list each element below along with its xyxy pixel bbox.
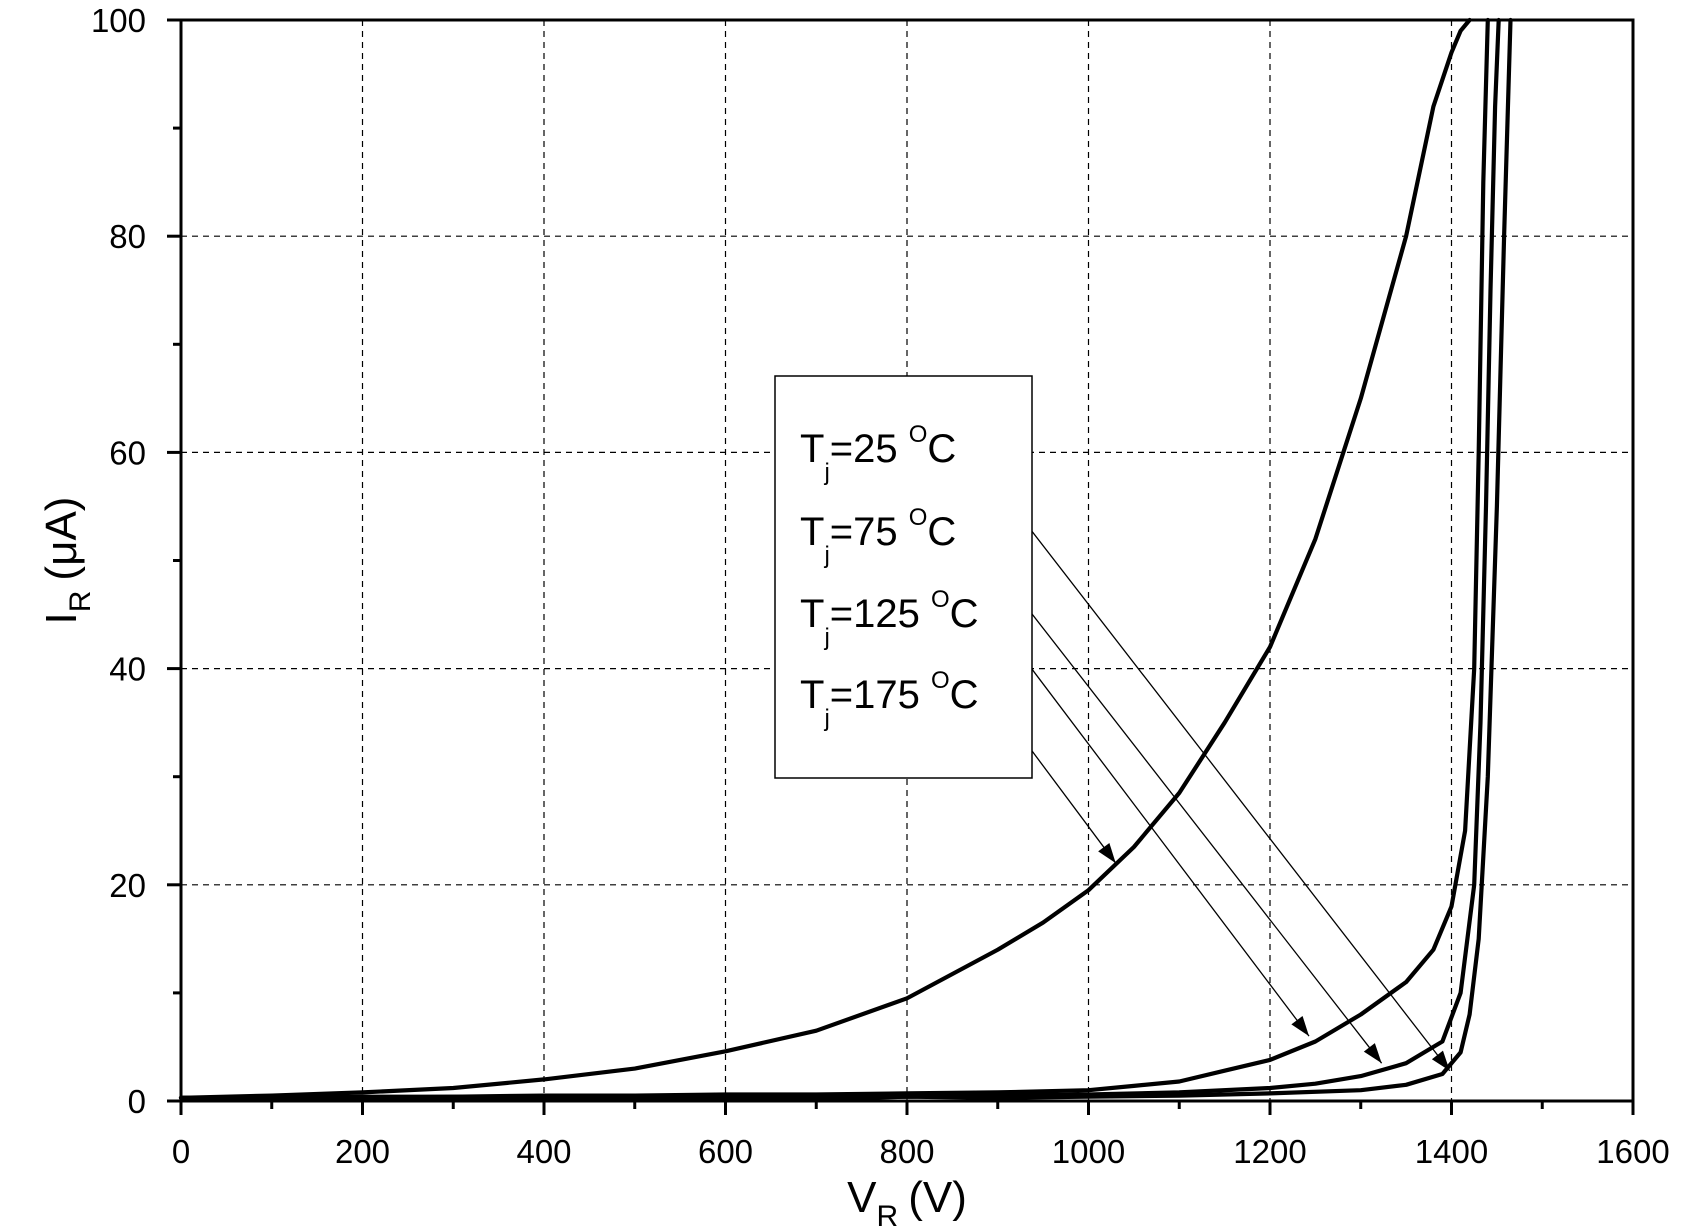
x-axis-title-sub: R bbox=[877, 1200, 899, 1230]
x-tick-label-0: 0 bbox=[172, 1133, 190, 1170]
legend-entry-deg: O bbox=[931, 586, 950, 613]
y-axis-title-sub: R bbox=[64, 591, 97, 613]
legend-entry-sub: j bbox=[823, 542, 829, 569]
legend-arrows bbox=[963, 443, 1451, 1072]
legend-entry-1: Tj=75 OC bbox=[800, 504, 956, 569]
legend-arrow-line-1 bbox=[963, 526, 1383, 1064]
legend-entry-unit: C bbox=[927, 427, 956, 471]
tick-labels: 0 200 400 600 800 1000 1200 1400 1600 0 20 40 60 80 10… bbox=[91, 2, 1670, 1170]
y-tick-label-20: 20 bbox=[109, 867, 146, 904]
y-axis-title-main: I bbox=[37, 612, 86, 624]
y-tick-label-0: 0 bbox=[128, 1083, 146, 1120]
legend-entry-value: =175 bbox=[830, 673, 931, 717]
y-tick-label-80: 80 bbox=[109, 218, 146, 255]
series-line-3 bbox=[178, 17, 1472, 1100]
x-tick-label-1000: 1000 bbox=[1052, 1133, 1125, 1170]
legend-entry-deg: O bbox=[909, 421, 928, 448]
x-axis-title-unit: (V) bbox=[908, 1173, 967, 1222]
y-axis-title: IR (μA) bbox=[37, 497, 97, 625]
legend-entry-value: =125 bbox=[830, 592, 931, 636]
legend-entry-sub: j bbox=[823, 459, 829, 486]
legend-entry-3: Tj=175 OC bbox=[800, 667, 979, 732]
legend-box bbox=[774, 375, 1033, 779]
legend-entry-sub: j bbox=[823, 705, 829, 732]
legend-entry-main: T bbox=[800, 427, 824, 471]
legend-entry-sub: j bbox=[823, 624, 829, 651]
legend-arrow-head-2 bbox=[1291, 1015, 1310, 1037]
legend-entry-value: =75 bbox=[830, 510, 909, 554]
legend-entry-unit: C bbox=[927, 510, 956, 554]
legend-entry-main: T bbox=[800, 592, 824, 636]
x-tick-label-200: 200 bbox=[335, 1133, 390, 1170]
x-tick-label-400: 400 bbox=[516, 1133, 571, 1170]
legend-entry-unit: C bbox=[950, 592, 979, 636]
legend-entry-value: =25 bbox=[830, 427, 909, 471]
y-tick-label-60: 60 bbox=[109, 434, 146, 471]
x-tick-label-800: 800 bbox=[879, 1133, 934, 1170]
legend-arrow-line-2 bbox=[986, 608, 1310, 1037]
x-tick-label-600: 600 bbox=[698, 1133, 753, 1170]
x-tick-label-1400: 1400 bbox=[1415, 1133, 1488, 1170]
x-axis-title: VR (V) bbox=[847, 1173, 967, 1230]
series-line-2 bbox=[178, 17, 1490, 1100]
legend-entry-unit: C bbox=[950, 673, 979, 717]
x-tick-label-1600: 1600 bbox=[1596, 1133, 1669, 1170]
legend-arrow-line-0 bbox=[963, 443, 1451, 1072]
y-tick-label-100: 100 bbox=[91, 2, 146, 39]
series-group bbox=[178, 17, 1513, 1101]
legend-arrow-head-1 bbox=[1363, 1043, 1382, 1064]
x-tick-label-1200: 1200 bbox=[1233, 1133, 1306, 1170]
legend-arrow-head-0 bbox=[1431, 1050, 1450, 1071]
legend-arrow-head-3 bbox=[1098, 842, 1116, 864]
legend-entry-deg: O bbox=[931, 667, 950, 694]
y-tick-label-40: 40 bbox=[109, 651, 146, 688]
y-axis-title-unit: (μA) bbox=[37, 497, 86, 581]
legend-entry-main: T bbox=[800, 673, 824, 717]
legend-entry-main: T bbox=[800, 510, 824, 554]
legend-entry-0: Tj=25 OC bbox=[800, 421, 956, 486]
axis-ticks bbox=[167, 18, 1635, 1115]
legend-entry-deg: O bbox=[909, 504, 928, 531]
legend-entry-2: Tj=125 OC bbox=[800, 586, 979, 651]
x-axis-title-main: V bbox=[847, 1173, 877, 1222]
